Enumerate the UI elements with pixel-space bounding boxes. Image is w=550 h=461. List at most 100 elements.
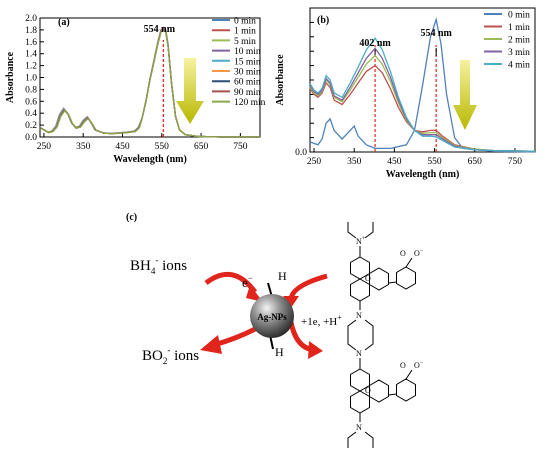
ethyl-group	[347, 222, 357, 239]
y-tick-label: 2.0	[25, 14, 37, 24]
y-tick-label: 0.0	[25, 133, 37, 143]
x-tick-label: 750	[508, 157, 523, 167]
ethyl-group	[347, 431, 357, 448]
legend-entry: 5 min	[234, 37, 256, 47]
xanthene-ring	[369, 379, 389, 403]
y-tick-label: 1.2	[25, 62, 37, 72]
legend-entry: 0 min	[508, 11, 530, 21]
benzoate-ring	[396, 266, 416, 290]
chart-panel-a: (a) Absorbance 250 350 450 550 650 750 0.0 0.2 0…	[5, 14, 266, 165]
ring-oxygen: O	[365, 386, 371, 395]
ethyl-group	[364, 222, 374, 239]
legend-entry: 30 min	[234, 68, 261, 78]
legend-entry: 3 min	[508, 48, 530, 58]
legend-entry: 120 min	[234, 98, 266, 108]
panel-b-peak-label-402: 402 nm	[359, 38, 391, 49]
legend-entry: 4 min	[508, 61, 530, 71]
silver-nanoparticle	[250, 294, 294, 338]
amine-n-bottom: N	[356, 423, 362, 432]
x-tick-label: 650	[194, 142, 209, 152]
carboxylate-o: O−	[414, 360, 424, 370]
panel-a-peak-label: 554 nm	[144, 24, 176, 35]
ethyl-group	[364, 431, 374, 448]
legend-entry: 90 min	[234, 88, 261, 98]
legend-entry: 0 min	[234, 17, 256, 27]
transfer-label: +1e, +H+	[301, 313, 342, 328]
x-tick-label: 350	[76, 142, 91, 152]
panel-a-label: (a)	[58, 17, 70, 28]
legend-entry: 1 min	[234, 27, 256, 37]
rhodamine-b-structure: O O− O N+ N	[347, 222, 424, 336]
legend-entry: 60 min	[234, 78, 261, 88]
panel-b-series	[309, 16, 536, 153]
y-tick-label: 1.6	[25, 38, 37, 48]
product-arrow	[213, 325, 259, 348]
product-label: BO2- ions	[142, 345, 199, 366]
carboxylate-o: O−	[414, 248, 424, 258]
panel-b-ylabel: Absorbance	[275, 54, 286, 106]
y-tick-label: 0.6	[25, 97, 37, 107]
spectrum-line	[40, 28, 260, 138]
panel-a-series	[39, 26, 260, 138]
reaction-scheme: (c) BH4- ions BO2- ions e− H H Ag-NPs	[126, 212, 424, 448]
bond	[405, 369, 413, 380]
spectrum-line	[309, 16, 536, 153]
x-tick-label: 650	[468, 157, 483, 167]
x-tick-label: 550	[155, 142, 170, 152]
spectrum-line	[40, 27, 260, 138]
y-tick-label: 1.0	[25, 74, 37, 84]
carbonyl-o: O	[400, 361, 406, 370]
panel-b-legend: 0 min 1 min 2 min 3 min 4 min	[484, 11, 530, 71]
x-tick-label: 450	[387, 157, 402, 167]
product-arrow-head	[200, 335, 222, 354]
bond	[388, 393, 397, 396]
x-tick-label: 350	[347, 157, 362, 167]
x-tick-label: 750	[233, 142, 248, 152]
bond	[388, 281, 397, 284]
panel-a-xlabel: Wavelength (nm)	[113, 154, 187, 165]
y-tick-label: 1.4	[25, 50, 37, 60]
carbonyl-o: O	[400, 249, 406, 258]
panel-b-peak-label-554: 554 nm	[420, 28, 452, 39]
legend-entry: 10 min	[234, 47, 261, 57]
decrease-arrow-a	[176, 58, 204, 124]
nanoparticle-label: Ag-NPs	[257, 312, 287, 322]
amine-n-top: N	[356, 349, 362, 358]
legend-entry: 2 min	[508, 36, 530, 46]
xanthene-ring	[369, 267, 389, 291]
leuco-rhodamine-b-structure: O O− O N N	[347, 334, 424, 448]
spectrum-line	[309, 64, 536, 152]
y-tick-label: 1.8	[25, 26, 37, 36]
y-tick-label: 0.8	[25, 85, 37, 95]
x-tick-label: 250	[307, 157, 322, 167]
x-tick-label: 450	[115, 142, 130, 152]
chart-panel-b: (b) Absorbance 250 350 450 550 650 750 0.0 402…	[275, 7, 536, 180]
y-tick-label: 0.0	[295, 148, 307, 158]
ring-oxygen: O	[365, 274, 371, 283]
spectrum-line	[309, 37, 536, 152]
reactant-arrow-head	[246, 285, 263, 302]
reactant-label: BH4- ions	[130, 255, 187, 276]
ethyl-group	[347, 334, 357, 351]
decrease-arrow-b	[453, 60, 477, 130]
spectrum-line	[40, 28, 260, 138]
spectrum-line	[309, 47, 536, 152]
bond	[405, 257, 413, 268]
panel-b-ticks: 250 350 450 550 650 750 0.0	[295, 7, 523, 167]
dye-out-arrow-head	[308, 341, 323, 359]
panel-b-label: (b)	[317, 15, 329, 26]
y-tick-label: 0.2	[25, 121, 37, 131]
panel-c-label: (c)	[126, 212, 137, 223]
benzoate-ring	[396, 378, 416, 402]
x-tick-label: 550	[427, 157, 442, 167]
panel-b-xlabel: Wavelength (nm)	[386, 169, 460, 180]
dye-in-arrow-head	[283, 296, 299, 308]
amine-n-bottom: N	[356, 311, 362, 320]
legend-entry: 1 min	[508, 23, 530, 33]
ethyl-group	[364, 319, 374, 336]
legend-entry: 15 min	[234, 57, 261, 67]
x-tick-label: 250	[37, 142, 52, 152]
hydride-label-bottom: H	[275, 345, 284, 359]
panel-a-ylabel: Absorbance	[5, 51, 16, 103]
